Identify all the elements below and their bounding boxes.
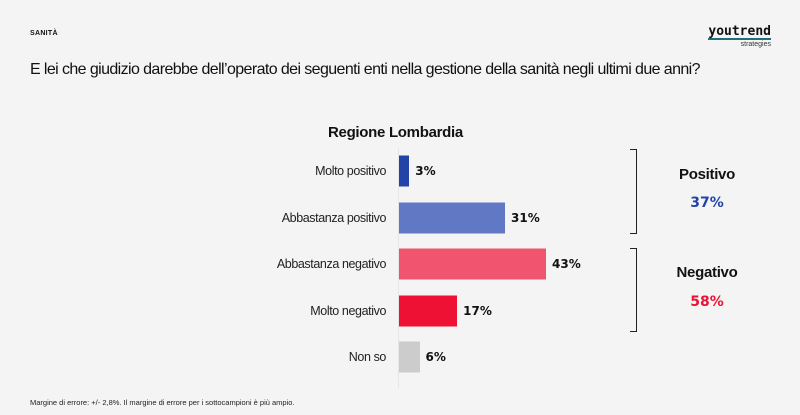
- chart-title: Regione Lombardia: [328, 124, 463, 141]
- group-value-negativo: 58%: [690, 294, 724, 310]
- value-label: 17%: [463, 303, 492, 318]
- group-value-positivo: 37%: [690, 195, 724, 211]
- category-label: Abbastanza positivo: [281, 210, 387, 225]
- bracket-negativo: [630, 248, 637, 332]
- question-title: E lei che giudizio darebbe dell’operato …: [30, 61, 701, 78]
- bar: [399, 295, 458, 327]
- logo: youtrend strategies: [708, 22, 771, 48]
- bar: [399, 202, 506, 234]
- category-label: Molto positivo: [315, 164, 386, 178]
- value-label: 31%: [511, 210, 540, 225]
- group-label-positivo: Positivo: [679, 166, 735, 183]
- category-label: Abbastanza negativo: [276, 257, 387, 272]
- category-label: Molto negativo: [310, 303, 386, 318]
- bar: [399, 155, 410, 187]
- footnote: Margine di errore: +/- 2,8%. Il margine …: [30, 398, 295, 407]
- bar: [399, 341, 420, 373]
- category-label: Non so: [348, 350, 387, 365]
- logo-sub: strategies: [740, 41, 771, 48]
- group-label-negativo: Negativo: [676, 264, 738, 281]
- section-label: SANITÀ: [30, 30, 58, 37]
- bar: [399, 248, 547, 280]
- axis-line: [398, 148, 399, 388]
- value-label: 6%: [425, 350, 446, 365]
- value-label: 43%: [552, 257, 581, 272]
- value-label: 3%: [415, 164, 436, 178]
- logo-brand: youtrend: [708, 24, 771, 40]
- bracket-positivo: [630, 149, 637, 234]
